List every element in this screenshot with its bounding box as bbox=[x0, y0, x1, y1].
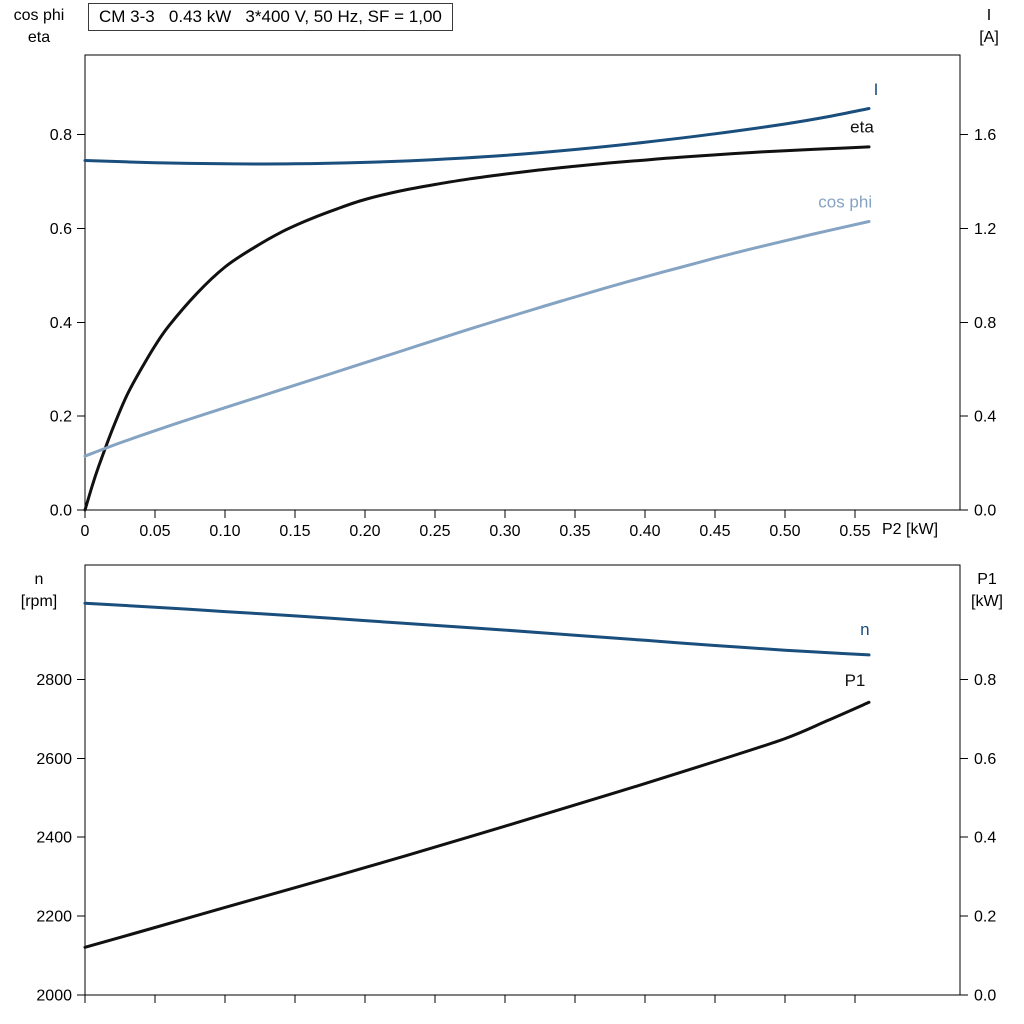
x-axis-tick-label: 0.25 bbox=[419, 523, 450, 540]
x-axis-tick-label: 0.10 bbox=[209, 523, 240, 540]
bottom-chart-left-axis-title: n [rpm] bbox=[2, 569, 76, 613]
curve-i bbox=[83, 107, 871, 166]
bottom-chart: 2000 2200 2400 2600 2800 0.0 0.2 0.4 0.6 0.8 n P1 bbox=[36, 564, 996, 1005]
left-axis-tick-label: 0.8 bbox=[50, 127, 72, 144]
bottom-chart-right-axis-title: P1 [kW] bbox=[956, 569, 1018, 613]
x-axis-tick-label: 0.30 bbox=[489, 523, 520, 540]
right-axis-title-line-i: I bbox=[986, 7, 992, 24]
x-axis-tick-label: 0.15 bbox=[279, 523, 310, 540]
top-chart-right-axis-title: I [A] bbox=[960, 5, 1018, 49]
curve-label-i: I bbox=[874, 80, 879, 99]
top-chart-left-axis-title: cos phi eta bbox=[2, 5, 76, 49]
right-axis-tick-label: 0.0 bbox=[974, 988, 996, 1005]
chart-title-box: CM 3-3 0.43 kW 3*400 V, 50 Hz, SF = 1,00 bbox=[88, 3, 453, 31]
x-axis-tick-label: 0.05 bbox=[139, 523, 170, 540]
x-axis-tick-label: 0.45 bbox=[699, 523, 730, 540]
right-axis-tick-label: 0.4 bbox=[974, 830, 996, 847]
right-axis-tick-label: 0.8 bbox=[974, 315, 996, 332]
curve-label-eta: eta bbox=[850, 117, 874, 136]
curve-label-p1: P1 bbox=[845, 671, 866, 690]
left-axis-tick-label: 0.4 bbox=[50, 315, 72, 332]
right-axis-tick-label: 0.2 bbox=[974, 909, 996, 926]
left-axis-title-line-rpm: [rpm] bbox=[20, 593, 58, 610]
left-axis-tick-label: 2800 bbox=[36, 672, 72, 689]
right-axis-tick-label: 1.6 bbox=[974, 127, 996, 144]
curve-p1 bbox=[83, 700, 871, 949]
curve-label-cos-phi: cos phi bbox=[818, 192, 872, 211]
left-axis-tick-label: 0.2 bbox=[50, 409, 72, 426]
x-axis-tick-label: 0.55 bbox=[839, 523, 870, 540]
right-axis-title-line-p1: P1 bbox=[977, 571, 997, 588]
left-axis-title-line-eta: eta bbox=[27, 29, 51, 46]
x-axis-tick-label: 0.20 bbox=[349, 523, 380, 540]
right-axis-title-line-kw: [kW] bbox=[971, 593, 1003, 610]
plot-frame bbox=[84, 564, 961, 996]
left-axis-tick-label: 2400 bbox=[36, 830, 72, 847]
plot-frame bbox=[84, 54, 961, 511]
x-axis-tick-label: 0.50 bbox=[769, 523, 800, 540]
x-axis-tick-label: 0 bbox=[81, 523, 90, 540]
curve-n bbox=[83, 601, 871, 657]
right-axis-title-line-amps: [A] bbox=[979, 29, 999, 46]
left-axis-tick-label: 2200 bbox=[36, 909, 72, 926]
x-axis-tick-label: 0.40 bbox=[629, 523, 660, 540]
right-axis-tick-label: 0.0 bbox=[974, 503, 996, 520]
left-axis-tick-label: 0.6 bbox=[50, 221, 72, 238]
left-axis-title-line-cos-phi: cos phi bbox=[13, 7, 65, 24]
right-axis-tick-label: 0.4 bbox=[974, 409, 996, 426]
curve-cos-phi bbox=[83, 220, 871, 458]
left-axis-tick-label: 0.0 bbox=[50, 503, 72, 520]
x-axis-tick-label: 0.35 bbox=[559, 523, 590, 540]
top-chart: 0.0 0.2 0.4 0.6 0.8 0.0 0.4 0.8 1.2 1.6 0 0.05 0.10 0… bbox=[50, 54, 996, 540]
left-axis-title-line-n: n bbox=[34, 571, 44, 588]
curve-label-n: n bbox=[860, 620, 869, 639]
left-axis-tick-label: 2600 bbox=[36, 751, 72, 768]
right-axis-tick-label: 0.6 bbox=[974, 751, 996, 768]
left-axis-tick-label: 2000 bbox=[36, 988, 72, 1005]
right-axis-tick-label: 1.2 bbox=[974, 221, 996, 238]
right-axis-tick-label: 0.8 bbox=[974, 672, 996, 689]
curve-eta bbox=[83, 145, 871, 512]
x-axis-title: P2 [kW] bbox=[882, 521, 939, 538]
